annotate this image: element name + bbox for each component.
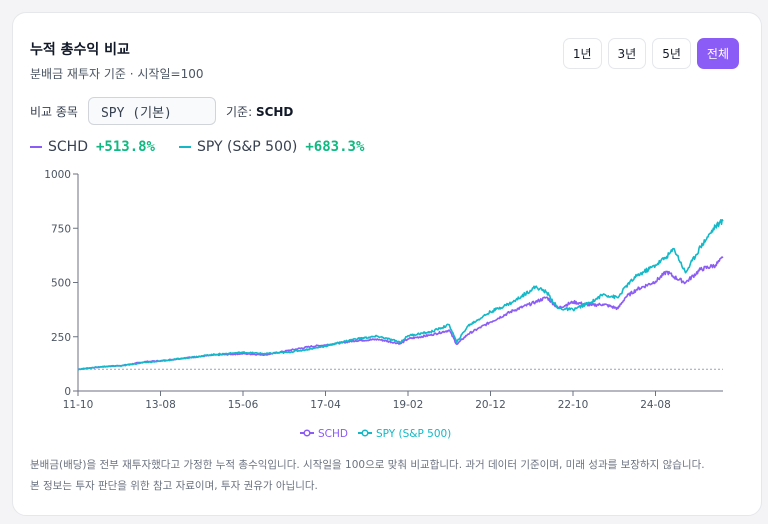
- y-tick-label: 1000: [44, 169, 71, 181]
- x-tick-label: 20-12: [475, 399, 506, 411]
- y-tick-label: 500: [51, 278, 71, 290]
- x-tick-label: 24-08: [640, 399, 671, 411]
- card-title: 누적 총수익 비교: [30, 42, 130, 58]
- disclaimer-line-1: 분배금(배당)을 전부 재투자했다고 가정한 누적 총수익입니다. 시작일을 1…: [30, 459, 705, 471]
- compare-select-value: SPY (기본): [100, 105, 172, 121]
- base-label: 기준: SCHD: [226, 103, 293, 120]
- y-tick-label: 250: [51, 332, 71, 344]
- x-tick-label: 19-02: [393, 399, 424, 411]
- spy-return: +683.3%: [305, 139, 365, 155]
- period-button-5y[interactable]: 5년: [652, 38, 691, 69]
- period-button-all[interactable]: 전체: [696, 38, 739, 69]
- schd-series-line: [77, 256, 724, 371]
- spy-legend-marker: [361, 429, 369, 437]
- chart-card: 누적 총수익 비교 분배금 재투자 기준 · 시작일=100 1년 3년 5년 …: [12, 12, 762, 516]
- compare-row: 비교 종목 SPY (기본) 기준: SCHD: [30, 97, 293, 125]
- schd-legend-marker: [303, 429, 311, 437]
- schd-swatch: [30, 146, 42, 148]
- period-button-3y[interactable]: 3년: [607, 38, 647, 69]
- return-summary-spy: SPY (S&P 500) +683.3%: [179, 139, 364, 155]
- y-tick-label: 0: [64, 386, 71, 398]
- schd-legend-label: SCHD: [318, 428, 348, 440]
- return-summary-schd: SCHD +513.8%: [30, 139, 155, 155]
- return-summary: SCHD +513.8% SPY (S&P 500) +683.3%: [30, 139, 388, 155]
- schd-return: +513.8%: [95, 139, 155, 155]
- period-button-1y[interactable]: 1년: [562, 38, 602, 69]
- schd-name: SCHD: [48, 139, 88, 155]
- compare-label: 비교 종목: [30, 104, 78, 119]
- compare-select[interactable]: SPY (기본): [87, 97, 216, 125]
- y-tick-label: 750: [51, 223, 71, 235]
- chart-legend: SCHD SPY (S&P 500): [300, 428, 451, 440]
- base-ticker: SCHD: [255, 104, 294, 119]
- x-tick-label: 22-10: [558, 399, 589, 411]
- base-label-text: 기준:: [225, 104, 253, 119]
- card-subtitle: 분배금 재투자 기준 · 시작일=100: [30, 67, 204, 81]
- disclaimer-line-2: 본 정보는 투자 판단을 위한 참고 자료이며, 투자 권유가 아닙니다.: [30, 480, 318, 492]
- spy-series-line: [77, 219, 724, 371]
- x-tick-label: 11-10: [63, 399, 94, 411]
- x-tick-label: 15-06: [228, 399, 259, 411]
- x-tick-label: 13-08: [145, 399, 176, 411]
- period-selector: 1년 3년 5년 전체: [562, 38, 739, 69]
- x-tick-label: 17-04: [310, 399, 341, 411]
- spy-swatch: [179, 146, 191, 148]
- spy-name: SPY (S&P 500): [197, 139, 298, 155]
- spy-legend-label: SPY (S&P 500): [376, 428, 451, 440]
